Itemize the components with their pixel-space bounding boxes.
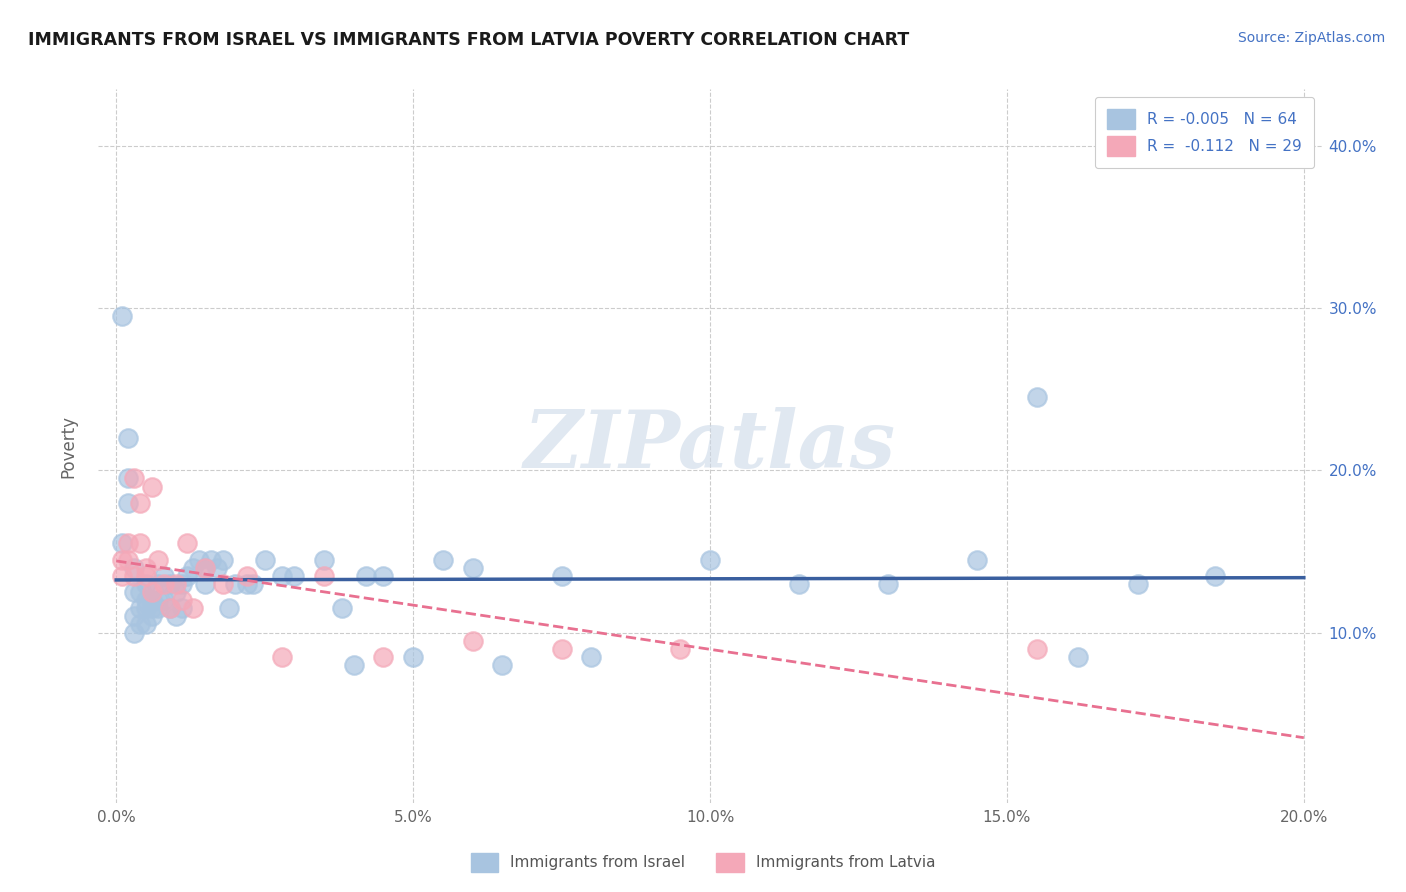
Point: [877, 577, 900, 591]
Point: [212, 577, 235, 591]
Point: [122, 609, 145, 624]
Point: [129, 601, 152, 615]
Point: [135, 593, 157, 607]
Point: [188, 552, 211, 566]
Point: [117, 536, 139, 550]
Point: [135, 617, 157, 632]
Point: [146, 577, 169, 591]
Point: [117, 431, 139, 445]
Point: [253, 552, 276, 566]
Point: [242, 577, 264, 591]
Point: [122, 471, 145, 485]
Point: [581, 649, 603, 664]
Point: [1025, 390, 1047, 404]
Point: [129, 617, 152, 632]
Point: [1067, 649, 1090, 664]
Point: [550, 568, 572, 582]
Point: [312, 568, 335, 582]
Point: [236, 568, 259, 582]
Point: [146, 601, 169, 615]
Point: [354, 568, 377, 582]
Point: [194, 577, 217, 591]
Point: [129, 585, 152, 599]
Point: [194, 560, 217, 574]
Legend: Immigrants from Israel, Immigrants from Latvia: Immigrants from Israel, Immigrants from …: [463, 845, 943, 880]
Point: [117, 496, 139, 510]
Point: [183, 601, 205, 615]
Point: [117, 552, 139, 566]
Point: [165, 577, 187, 591]
Point: [122, 568, 145, 582]
Point: [170, 593, 193, 607]
Point: [224, 577, 246, 591]
Point: [170, 577, 193, 591]
Point: [373, 649, 395, 664]
Point: [129, 536, 152, 550]
Text: IMMIGRANTS FROM ISRAEL VS IMMIGRANTS FROM LATVIA POVERTY CORRELATION CHART: IMMIGRANTS FROM ISRAEL VS IMMIGRANTS FRO…: [28, 31, 910, 49]
Text: Source: ZipAtlas.com: Source: ZipAtlas.com: [1237, 31, 1385, 45]
Point: [236, 577, 259, 591]
Point: [205, 560, 228, 574]
Point: [159, 601, 181, 615]
Point: [141, 479, 163, 493]
Point: [271, 649, 294, 664]
Point: [176, 536, 198, 550]
Point: [432, 552, 454, 566]
Point: [966, 552, 988, 566]
Point: [787, 577, 810, 591]
Text: ZIPatlas: ZIPatlas: [524, 408, 896, 484]
Point: [373, 568, 395, 582]
Point: [402, 649, 425, 664]
Point: [1126, 577, 1149, 591]
Point: [159, 601, 181, 615]
Point: [461, 633, 484, 648]
Point: [200, 552, 222, 566]
Point: [146, 552, 169, 566]
Point: [111, 310, 134, 324]
Legend: R = -0.005   N = 64, R =  -0.112   N = 29: R = -0.005 N = 64, R = -0.112 N = 29: [1095, 97, 1315, 169]
Point: [1025, 641, 1047, 656]
Point: [312, 552, 335, 566]
Point: [271, 568, 294, 582]
Point: [152, 568, 174, 582]
Point: [165, 609, 187, 624]
Point: [159, 577, 181, 591]
Point: [550, 641, 572, 656]
Point: [135, 560, 157, 574]
Y-axis label: Poverty: Poverty: [59, 415, 77, 477]
Point: [183, 560, 205, 574]
Point: [194, 560, 217, 574]
Point: [141, 609, 163, 624]
Point: [699, 552, 721, 566]
Point: [343, 657, 366, 672]
Point: [212, 552, 235, 566]
Point: [669, 641, 692, 656]
Point: [135, 601, 157, 615]
Point: [141, 585, 163, 599]
Point: [176, 568, 198, 582]
Point: [491, 657, 513, 672]
Point: [122, 560, 145, 574]
Point: [152, 593, 174, 607]
Point: [111, 552, 134, 566]
Point: [165, 585, 187, 599]
Point: [146, 593, 169, 607]
Point: [135, 577, 157, 591]
Point: [111, 568, 134, 582]
Point: [141, 601, 163, 615]
Point: [122, 625, 145, 640]
Point: [152, 577, 174, 591]
Point: [330, 601, 353, 615]
Point: [135, 568, 157, 582]
Point: [1204, 568, 1226, 582]
Point: [141, 593, 163, 607]
Point: [170, 601, 193, 615]
Point: [218, 601, 240, 615]
Point: [111, 536, 134, 550]
Point: [461, 560, 484, 574]
Point: [283, 568, 305, 582]
Point: [129, 496, 152, 510]
Point: [122, 585, 145, 599]
Point: [117, 471, 139, 485]
